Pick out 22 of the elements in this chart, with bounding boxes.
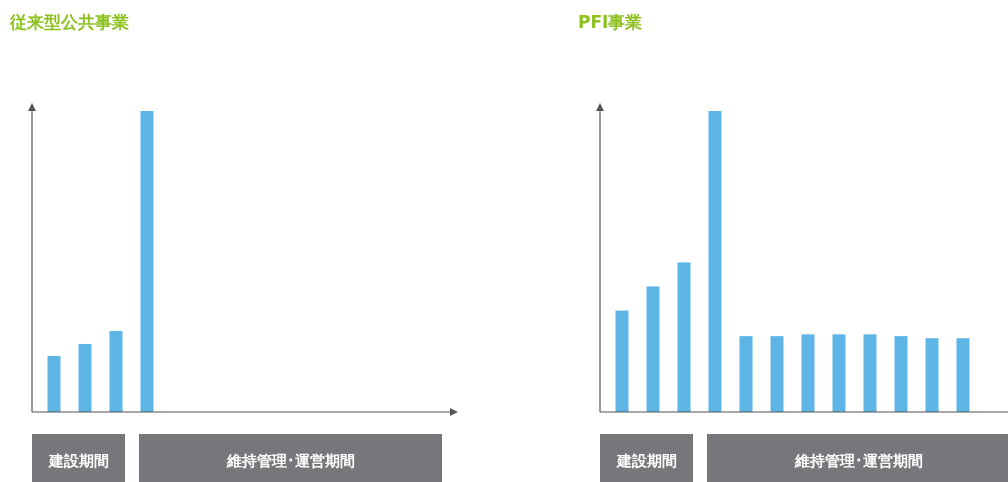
chart-title: 従来型公共事業 [9,12,129,32]
bar [615,310,629,412]
bar [140,111,154,412]
bar [801,334,815,412]
bar [677,262,691,412]
text: 建設期間 [47,452,109,470]
chart-title: PFI事業 [578,12,643,32]
text: 建設期間 [615,452,677,470]
bar [708,111,722,412]
bar [739,336,753,412]
bar [47,356,61,412]
bar [956,338,970,412]
bar [78,343,92,412]
bar [832,334,846,412]
bar [863,334,877,412]
bar [109,331,123,412]
bar [925,338,939,412]
bar [894,336,908,412]
text: 維持管理･運営期間 [225,452,355,470]
bar [646,286,660,412]
bar [770,336,784,412]
text: 維持管理･運営期間 [793,452,923,470]
